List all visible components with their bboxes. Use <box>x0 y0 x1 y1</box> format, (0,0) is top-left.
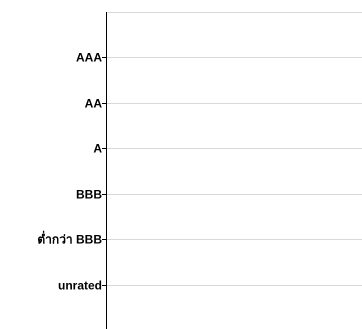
category-label: unrated <box>58 279 102 293</box>
category-label: AA <box>85 97 103 111</box>
category-label: AAA <box>76 51 102 65</box>
category-label: ต่ำกว่า BBB <box>37 231 102 247</box>
category-ticks <box>102 57 106 286</box>
category-label: A <box>93 142 102 156</box>
gridlines <box>106 12 362 286</box>
category-label: BBB <box>76 188 102 202</box>
